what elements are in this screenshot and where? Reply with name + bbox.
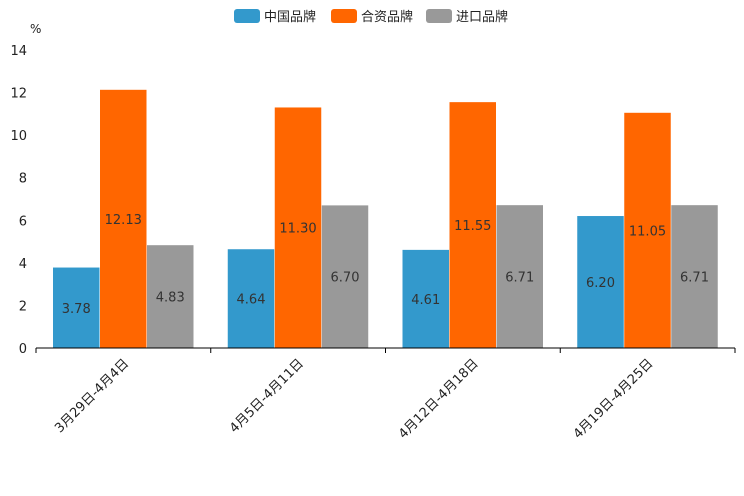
data-label-1-2: 4.64 (237, 293, 266, 308)
x-axis: 3月29日-4月4日 4月5日-4月11日 4月12日-4月18日 4月19日-4月2… (35, 347, 736, 442)
legend-label-2: 合资品牌 (361, 9, 413, 25)
bar-3-2 (321, 205, 369, 348)
bar-3-1 (147, 245, 194, 348)
x-tick-label-3: 4月12日-4月18日 (396, 356, 482, 442)
x-tick-label-4: 4月19日-4月25日 (571, 356, 657, 442)
bar-1-3 (402, 249, 449, 348)
y-tick-label: 6 (19, 214, 27, 229)
x-tick-label-1: 3月29日-4月4日 (52, 356, 132, 436)
data-labels: 3.78 12.13 4.83 4.64 11.30 6.70 4.61 11.55 6.71 6… (62, 213, 709, 317)
bar-1-1 (53, 267, 100, 348)
y-tick-label: 8 (19, 172, 27, 187)
y-axis: 0 2 4 6 8 10 12 14 (10, 44, 27, 357)
y-tick-label: 14 (10, 44, 27, 59)
bar-3-3 (496, 205, 543, 348)
data-label-1-4: 6.20 (586, 276, 615, 291)
data-label-1-1: 3.78 (62, 302, 91, 317)
legend-swatch-2 (331, 9, 357, 23)
bar-3-4 (671, 205, 718, 348)
legend-label-3: 进口品牌 (456, 9, 508, 25)
bar-1-2 (227, 249, 275, 348)
data-label-2-2: 11.30 (279, 222, 316, 237)
data-label-2-1: 12.13 (105, 213, 142, 228)
y-axis-unit-label: % (30, 22, 41, 36)
legend: 中国品牌 合资品牌 进口品牌 (234, 9, 508, 25)
y-tick-label: 10 (10, 129, 27, 144)
legend-swatch-3 (426, 9, 452, 23)
bar-2-1 (100, 89, 147, 348)
data-label-2-3: 11.55 (454, 219, 491, 234)
bar-1-4 (577, 216, 624, 348)
bars (53, 89, 718, 349)
y-tick-label: 2 (19, 299, 27, 314)
bar-2-2 (274, 107, 322, 348)
data-label-3-1: 4.83 (156, 291, 185, 306)
bar-2-4 (624, 112, 671, 349)
x-tick-label-2: 4月5日-4月11日 (227, 356, 307, 436)
legend-label-1: 中国品牌 (264, 9, 316, 25)
legend-swatch-1 (234, 9, 260, 23)
y-tick-label: 0 (19, 342, 27, 357)
data-label-3-3: 6.71 (505, 271, 534, 286)
data-label-1-3: 4.61 (411, 293, 440, 308)
y-tick-label: 12 (10, 87, 27, 102)
bar-2-3 (449, 102, 496, 349)
data-label-3-4: 6.71 (680, 271, 709, 286)
data-label-3-2: 6.70 (331, 271, 360, 286)
y-tick-label: 4 (19, 257, 27, 272)
data-label-2-4: 11.05 (629, 224, 666, 239)
